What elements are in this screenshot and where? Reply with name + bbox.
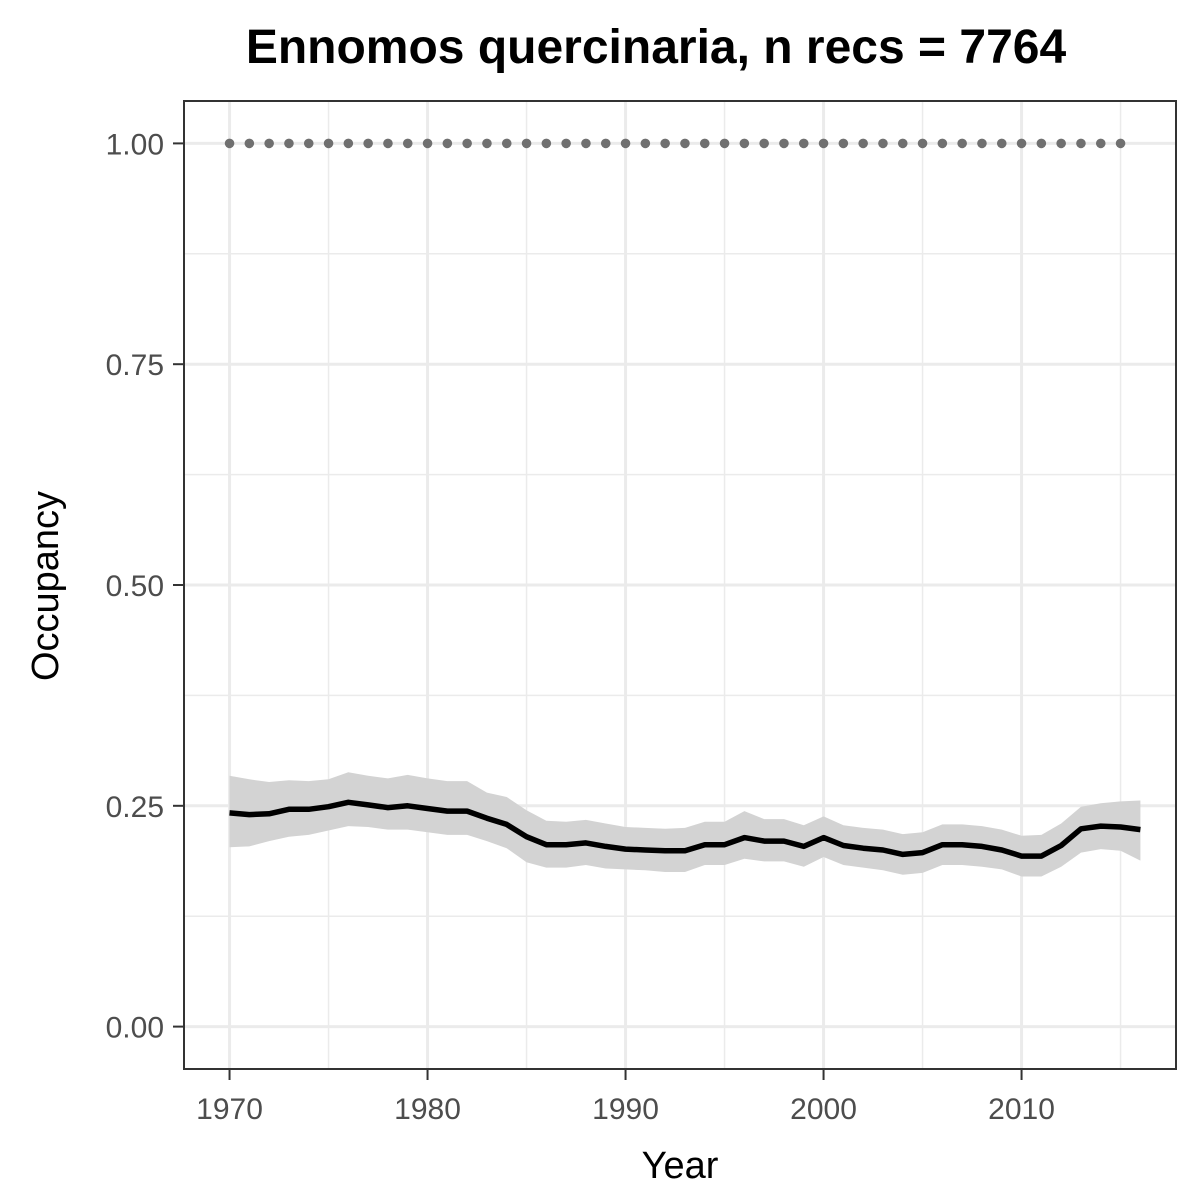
record-point <box>759 138 769 149</box>
record-point <box>1095 138 1106 149</box>
y-tick-label: 0.00 <box>106 1012 164 1045</box>
record-point <box>462 138 472 149</box>
record-point <box>680 138 690 149</box>
record-point <box>244 138 255 149</box>
x-tick-label: 1980 <box>394 1093 461 1126</box>
record-point <box>343 138 354 149</box>
axes: 0.00 0.25 0.50 0.75 1.00 1970 1980 1990 2000 2010 <box>106 128 1055 1126</box>
record-point <box>383 138 393 149</box>
record-point <box>284 138 294 149</box>
record-point <box>422 138 433 149</box>
record-points <box>224 138 1126 149</box>
record-point <box>878 138 888 149</box>
record-point <box>699 138 710 149</box>
x-axis-title: Year <box>642 1145 719 1187</box>
occupancy-series-line <box>229 799 1141 859</box>
record-point <box>640 138 651 149</box>
x-tick-label: 1990 <box>592 1093 659 1126</box>
record-point <box>977 138 987 149</box>
record-point <box>838 138 849 149</box>
record-point <box>798 138 809 149</box>
record-point <box>719 138 730 149</box>
record-point <box>660 138 670 149</box>
record-point <box>482 138 492 149</box>
x-tick-label: 2000 <box>790 1093 857 1126</box>
record-point <box>363 138 373 149</box>
record-point <box>521 138 532 149</box>
y-tick-label: 1.00 <box>106 128 164 161</box>
record-point <box>1076 138 1086 149</box>
confidence-band <box>229 772 1141 877</box>
record-point <box>917 138 928 149</box>
record-point <box>581 138 591 149</box>
record-point <box>264 138 274 149</box>
y-tick-label: 0.50 <box>106 570 164 603</box>
record-point <box>1115 138 1126 149</box>
record-point <box>779 138 789 149</box>
y-tick-label: 0.75 <box>106 349 164 382</box>
chart-title: Ennomos quercinaria, n recs = 7764 <box>246 21 1067 74</box>
record-point <box>501 138 512 149</box>
confidence-ribbon <box>229 772 1141 877</box>
y-tick-label: 0.25 <box>106 791 164 824</box>
record-point <box>858 138 868 149</box>
x-tick-label: 2010 <box>988 1093 1055 1126</box>
record-point <box>620 138 631 149</box>
grid-lines <box>184 101 1176 1069</box>
record-point <box>303 138 314 149</box>
record-point <box>323 138 334 149</box>
record-point <box>957 138 967 149</box>
record-point <box>541 138 552 149</box>
record-point <box>937 138 948 149</box>
occupancy-line <box>229 799 1141 859</box>
y-axis-title: Occupancy <box>25 491 67 681</box>
record-point <box>402 138 413 149</box>
record-point <box>818 138 829 149</box>
record-point <box>1056 138 1066 149</box>
record-point <box>1016 138 1027 149</box>
record-point <box>600 138 611 149</box>
x-tick-label: 1970 <box>196 1093 263 1126</box>
record-point <box>739 138 750 149</box>
record-point <box>897 138 908 149</box>
record-point <box>442 138 453 149</box>
record-point <box>561 138 571 149</box>
record-point <box>996 138 1007 149</box>
record-point <box>224 138 235 149</box>
record-point <box>1036 138 1047 149</box>
